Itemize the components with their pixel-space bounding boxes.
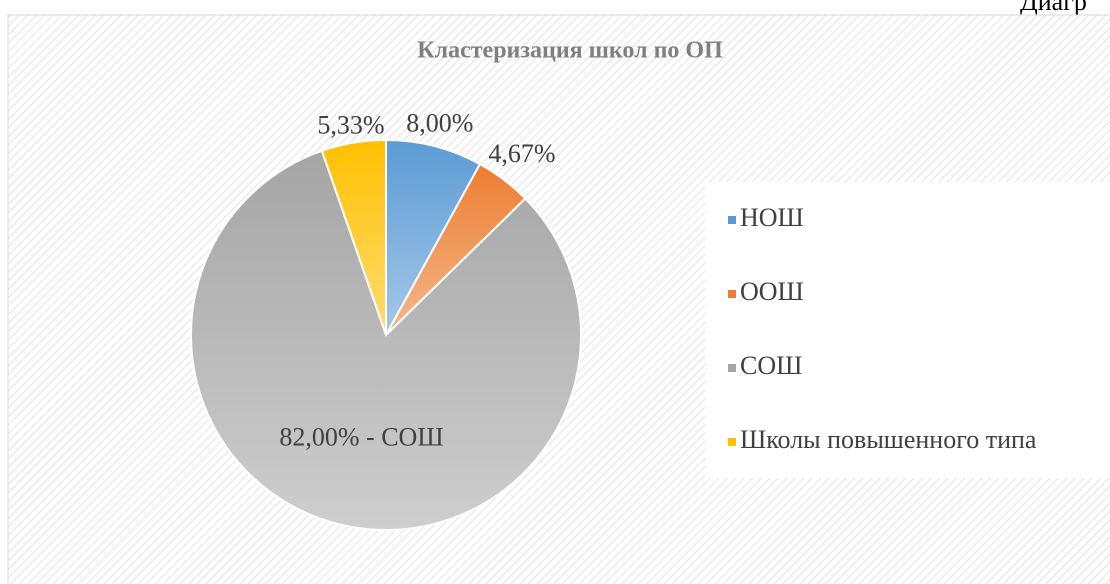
chart-title: Кластеризация школ по ОП xyxy=(417,38,723,64)
legend-label: СОШ xyxy=(740,351,802,380)
caption: Диагр xyxy=(1020,0,1087,16)
pie-slice xyxy=(385,138,482,336)
pie-slice xyxy=(190,149,582,531)
legend-swatch xyxy=(728,290,736,298)
data-label: 4,67% xyxy=(488,139,555,168)
legend-box xyxy=(705,182,1110,478)
pie-slice xyxy=(320,138,387,336)
data-label: 82,00% - СОШ xyxy=(279,422,443,451)
legend-swatch xyxy=(728,364,736,372)
legend-label: ООШ xyxy=(740,277,804,306)
legend-swatch xyxy=(728,438,736,446)
data-label: 5,33% xyxy=(317,110,384,139)
legend-label: НОШ xyxy=(740,203,804,232)
legend-label: Школы повышенного типа xyxy=(740,425,1037,454)
legend-swatch xyxy=(728,216,736,224)
data-label: 8,00% xyxy=(406,108,473,137)
